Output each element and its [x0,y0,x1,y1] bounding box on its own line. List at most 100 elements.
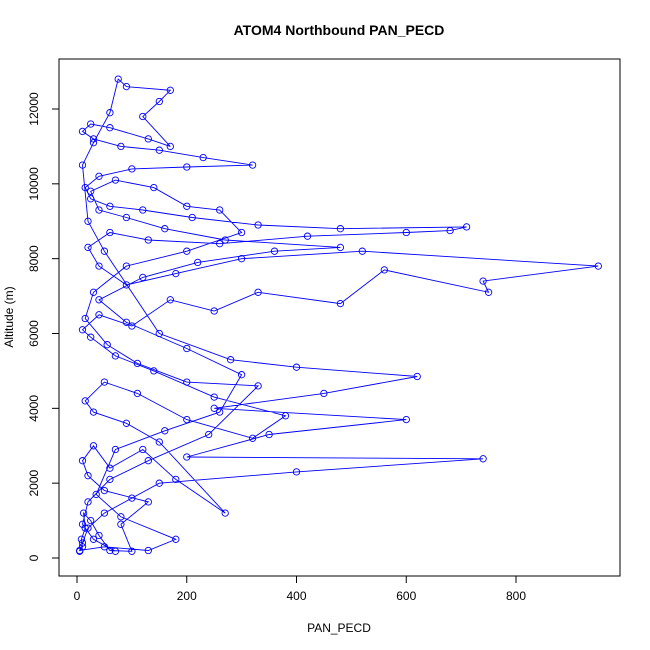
data-point [155,329,163,338]
data-point [446,226,454,235]
data-point [462,223,471,231]
data-point [479,455,487,463]
data-point [128,322,136,330]
data-point [237,255,246,263]
data-point [144,498,152,506]
data-point [199,153,207,162]
series-line [79,78,599,552]
data-point [402,415,410,424]
x-tick-label: 800 [506,589,526,603]
data-point [358,247,366,255]
data-point [133,359,142,368]
x-tick-label: 0 [74,589,81,603]
data-point [188,213,196,222]
data-point [95,531,103,540]
data-point [78,127,87,136]
x-tick-label: 400 [286,589,306,603]
data-point [484,288,493,296]
data-point [139,273,147,282]
data-point [78,457,87,465]
y-tick-label: 4000 [27,395,41,422]
data-point [117,142,125,151]
data-series [76,75,602,555]
data-point [81,183,89,192]
data-point [122,281,131,289]
data-point [87,195,95,203]
data-point [205,430,213,439]
data-point [87,516,95,525]
data-point [237,228,246,237]
data-point [84,524,92,532]
data-point [183,247,191,255]
y-axis: 0 2000 4000 6000 8000 10000 12000 [27,92,60,561]
data-point [139,112,147,121]
data-point [254,382,262,390]
data-point [402,228,410,237]
data-point [117,520,125,528]
data-point [155,97,163,106]
data-point [150,183,158,192]
data-point [89,135,98,143]
data-point [281,412,290,420]
y-axis-label: Altitude (m) [2,286,16,347]
data-point [221,509,229,517]
data-point [150,367,158,375]
data-point [194,258,202,267]
data-point [95,206,103,214]
data-point [79,509,88,517]
data-point [128,494,136,502]
y-tick-label: 2000 [27,469,41,496]
data-point [106,124,114,132]
data-point [139,206,147,214]
data-point [87,187,95,195]
data-point [144,457,152,465]
data-point [237,371,246,379]
data-point [303,232,312,240]
data-point [336,299,345,308]
data-point [95,296,103,304]
data-point [87,333,95,341]
data-point [226,356,235,364]
data-point [216,206,224,214]
data-point [292,468,301,476]
data-point [122,419,131,427]
data-point [183,163,191,171]
data-point [210,404,218,412]
data-point [155,438,163,446]
data-point [95,262,103,270]
x-axis-label: PAN_PECD [307,621,371,635]
data-point [122,262,131,270]
data-point [81,524,89,532]
data-point [122,82,131,91]
data-point [92,490,100,499]
data-point [81,314,89,323]
y-tick-label: 10000 [27,167,41,201]
data-point [144,546,152,555]
data-point [106,228,114,237]
data-point [100,509,109,517]
data-point [103,341,111,349]
data-point [172,475,180,484]
data-point [210,307,218,315]
data-point [183,415,191,424]
data-point [122,318,131,326]
data-point [292,363,301,371]
data-point [114,75,122,83]
data-point [380,266,388,274]
data-point [106,464,114,472]
data-point [89,535,98,543]
data-point [265,430,273,439]
data-point [183,344,191,353]
data-point [89,408,98,416]
y-tick-label: 8000 [27,245,41,272]
plot-frame [58,58,621,577]
chart-title: ATOM4 Northbound PAN_PECD [234,22,445,38]
data-point [479,277,487,285]
data-point [128,165,136,173]
data-point [111,445,120,454]
data-point [254,221,262,229]
data-point [78,520,87,528]
data-point [172,535,180,543]
data-point [100,486,109,495]
data-point [106,546,114,555]
